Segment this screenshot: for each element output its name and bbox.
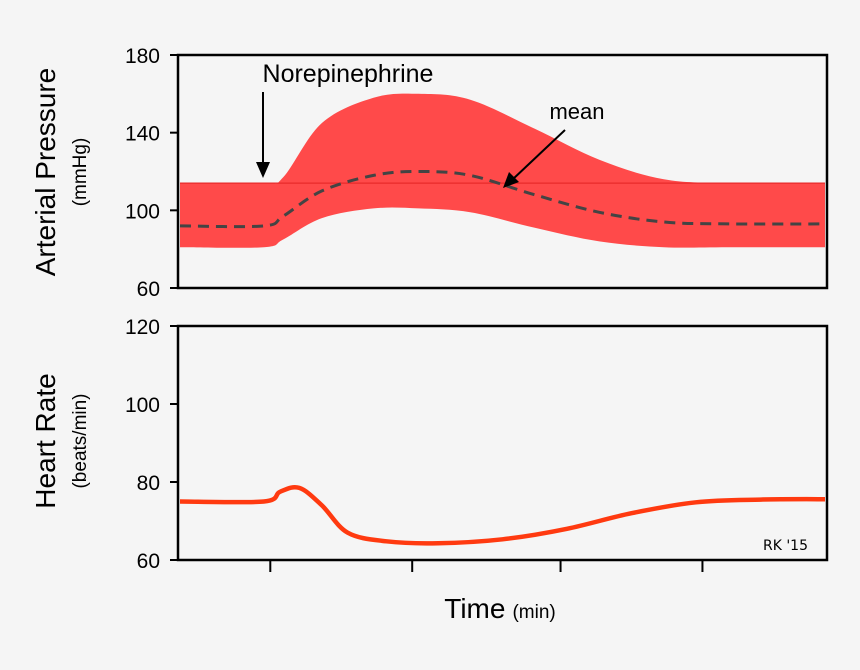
norepinephrine-arrow [256,92,270,178]
norepinephrine-annotation: Norepinephrine [263,60,434,88]
mean-arrow [503,129,566,188]
pressure-ylabel-unit: (mmHg) [70,138,91,207]
mean-annotation: mean [549,99,604,124]
heart-rate-ylabel-unit: (beats/min) [70,393,91,488]
pressure-range-band [180,93,825,248]
time-x-ticks [269,560,704,572]
pressure-axes-frame [176,53,829,290]
heart-rate-ytick-label: 100 [125,394,160,417]
heart-rate-plot-area [179,484,826,546]
heart-rate-axes-frame [176,324,829,562]
pressure-ytick-label: 180 [125,45,160,68]
heart-rate-panel: 60 80 100 120 Heart Rate (beats/min) RK '15… [30,316,829,624]
heart-rate-ytick-label: 120 [125,316,160,339]
heart-rate-line [179,484,826,546]
pressure-plot-area [179,93,826,248]
arterial-pressure-panel: 60 100 140 180 Arterial Pressure (mmHg) Nor… [30,45,829,301]
pressure-ylabel: Arterial Pressure [30,68,61,277]
signature-annotation: RK '15 [763,538,808,554]
pressure-ytick-label: 60 [137,278,160,301]
pressure-y-ticks: 60 100 140 180 [125,45,178,301]
time-xlabel: Time [444,593,505,624]
pressure-ytick-label: 100 [125,200,160,223]
mean-pressure-line [179,169,826,229]
svg-text:Time(min): Time (min) [444,593,555,624]
heart-rate-ylabel: Heart Rate [30,373,61,508]
pressure-ytick-label: 140 [125,123,160,146]
heart-rate-ytick-label: 80 [137,472,160,495]
heart-rate-y-ticks: 60 80 100 120 [125,316,178,573]
heart-rate-ytick-label: 60 [137,550,160,573]
time-xlabel-unit: (min) [512,602,555,623]
time-axis-title: Time (min) [444,593,555,624]
